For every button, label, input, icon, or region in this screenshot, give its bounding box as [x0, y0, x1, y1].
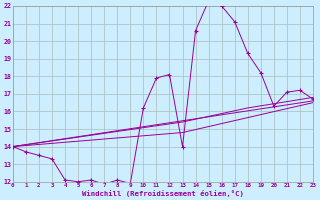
X-axis label: Windchill (Refroidissement éolien,°C): Windchill (Refroidissement éolien,°C) [82, 190, 244, 197]
